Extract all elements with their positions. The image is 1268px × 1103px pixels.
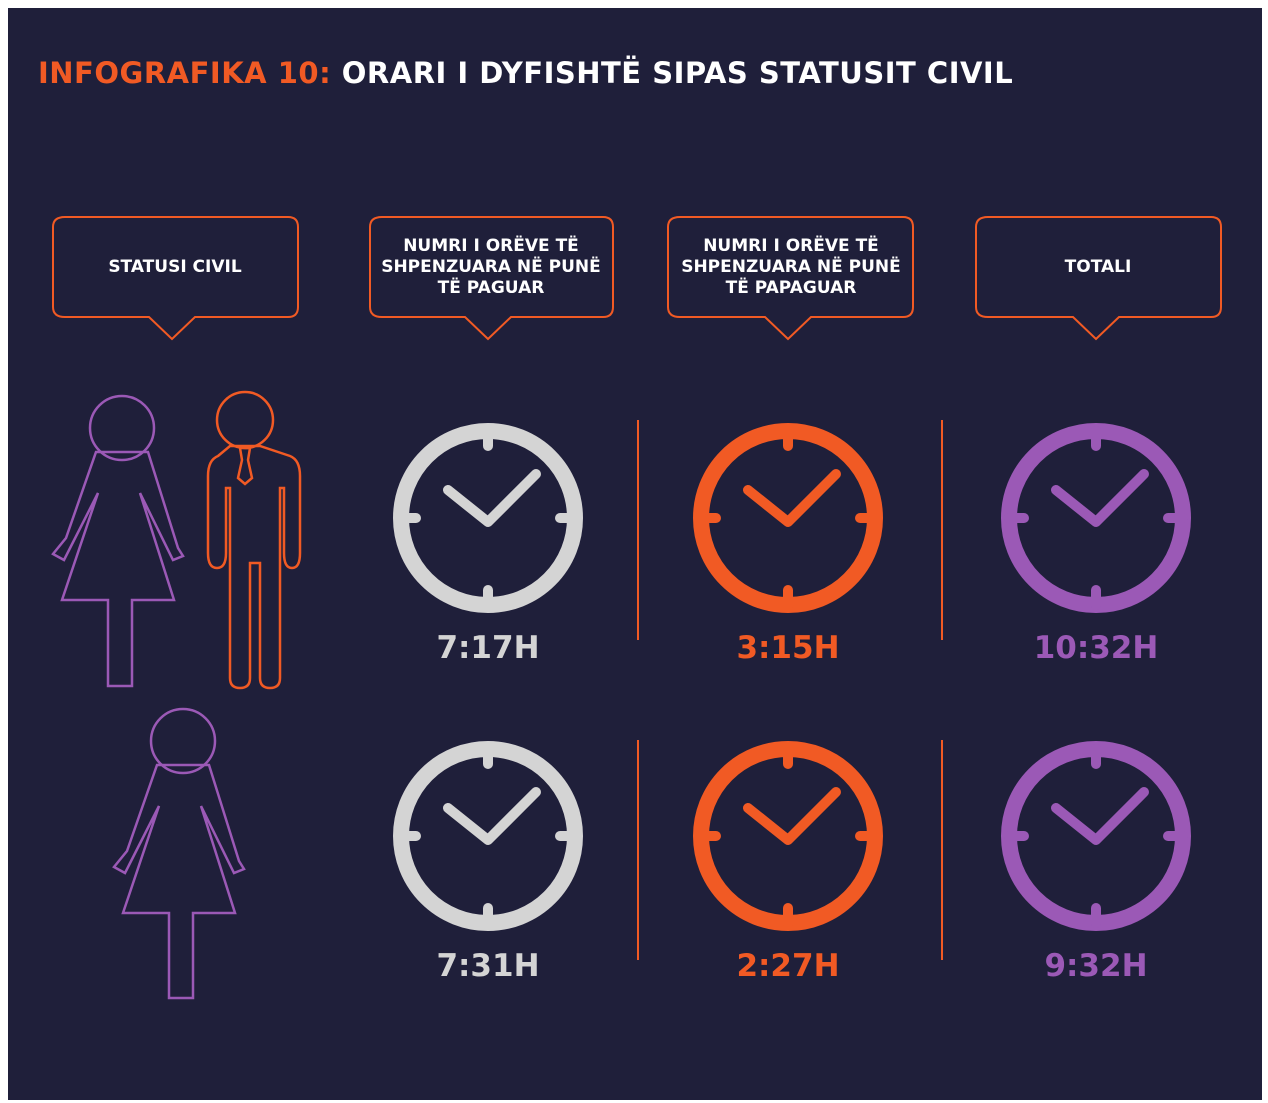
hours-value: 7:17H (436, 630, 540, 666)
title-text: ORARI I DYFISHTË SIPAS STATUSIT CIVIL (341, 56, 1014, 90)
panel: INFOGRAFIKA 10: ORARI I DYFISHTË SIPAS S… (8, 8, 1262, 1100)
clock (693, 741, 883, 931)
clock-hands (743, 469, 841, 527)
column-header: TOTALI (1064, 256, 1132, 277)
hours-value: 9:32H (1044, 948, 1148, 984)
clock (393, 741, 583, 931)
title: INFOGRAFIKA 10: ORARI I DYFISHTË SIPAS S… (38, 56, 1013, 90)
title-prefix: INFOGRAFIKA 10: (38, 56, 332, 90)
clock-hands (1051, 469, 1149, 527)
clock (693, 423, 883, 613)
column-header: NUMRI I ORËVE TË SHPENZUARA NË PUNË TË P… (381, 235, 601, 298)
head (149, 707, 217, 775)
body (112, 763, 246, 1000)
bubble (975, 216, 1222, 341)
clock-hands (743, 787, 841, 845)
bubble (369, 216, 614, 341)
body (206, 444, 302, 690)
tie (236, 446, 254, 486)
clocks (393, 423, 1191, 931)
clock-hands (443, 787, 541, 845)
graphics (51, 216, 1222, 1000)
head (88, 394, 156, 462)
hours-value: 2:27H (736, 948, 840, 984)
clock-hands (1051, 787, 1149, 845)
man-figure (206, 390, 302, 690)
clock-hands (443, 469, 541, 527)
column-header: STATUSI CIVIL (108, 256, 242, 277)
column-header: NUMRI I ORËVE TË SHPENZUARA NË PUNË TË P… (681, 235, 901, 298)
body (51, 450, 185, 688)
woman-figure (51, 394, 185, 688)
woman-figure (112, 707, 246, 1000)
clock (1001, 423, 1191, 613)
dividers (637, 420, 943, 960)
head (215, 390, 275, 450)
hours-value: 10:32H (1033, 630, 1159, 666)
bubble (667, 216, 914, 341)
clock (1001, 741, 1191, 931)
bubble (52, 216, 299, 341)
hours-value: 3:15H (736, 630, 840, 666)
clock (393, 423, 583, 613)
hours-value: 7:31H (436, 948, 540, 984)
speech-bubbles (52, 216, 1222, 341)
